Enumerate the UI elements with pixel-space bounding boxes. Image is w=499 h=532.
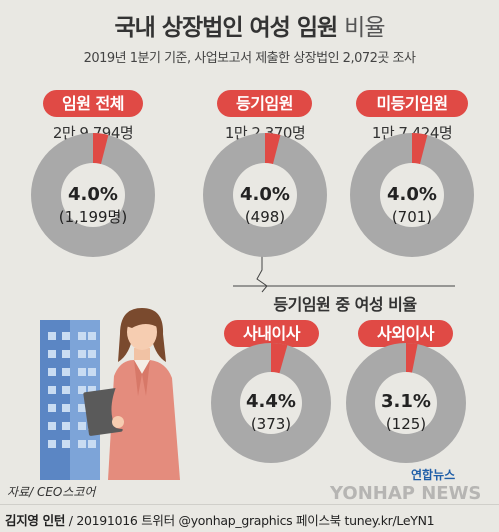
title-main: 국내 상장법인 여성 임원	[114, 15, 339, 41]
percent-inside: 4.4%	[246, 391, 296, 412]
badge-registered-executives: 등기임원	[217, 90, 312, 117]
watermark: YONHAP NEWS	[330, 483, 482, 504]
businesswoman-icon	[83, 308, 180, 480]
count-unregistered: (701)	[391, 208, 433, 226]
donut-hole-outside	[375, 372, 437, 434]
author-credit: 김지영 인턴	[5, 513, 66, 528]
badge-all-executives: 임원 전체	[43, 90, 143, 117]
count-inside: (373)	[250, 415, 292, 433]
center-label-all: 4.0% (1,199명)	[40, 184, 146, 228]
badge-inside-directors: 사내이사	[224, 320, 319, 347]
title-light: 비율	[344, 15, 385, 41]
badge-outside-directors: 사외이사	[358, 320, 453, 347]
center-label-registered: 4.0% (498)	[212, 184, 318, 228]
percent-outside: 3.1%	[381, 391, 431, 412]
percent-registered: 4.0%	[240, 184, 290, 205]
section-title: 등기임원 중 여성 비율	[273, 295, 417, 314]
yonhap-logo: 연합뉴스	[411, 468, 456, 482]
page-title: 국내 상장법인 여성 임원 비율	[0, 8, 499, 42]
count-all: (1,199명)	[58, 208, 128, 226]
source-note: 자료/ CEO스코어	[7, 485, 96, 499]
donut-hole-registered	[233, 163, 297, 227]
count-outside: (125)	[385, 415, 427, 433]
donut-hole-inside	[240, 372, 302, 434]
footer-bar	[0, 504, 499, 532]
donut-hole-unregistered	[380, 163, 444, 227]
center-label-unregistered: 4.0% (701)	[359, 184, 465, 228]
credit-text: / 20191016 트위터 @yonhap_graphics 페이스북 tun…	[65, 513, 435, 528]
donut-hole-all	[61, 163, 125, 227]
connector-line	[256, 255, 268, 293]
center-label-inside: 4.4% (373)	[218, 391, 324, 435]
footer-credit: 김지영 인턴 / 20191016 트위터 @yonhap_graphics 페…	[5, 510, 435, 529]
badge-unregistered-executives: 미등기임원	[356, 90, 468, 117]
page-subtitle: 2019년 1분기 기준, 사업보고서 제출한 상장법인 2,072곳 조사	[83, 51, 416, 66]
percent-all: 4.0%	[68, 184, 118, 205]
count-registered: (498)	[244, 208, 286, 226]
illustration-woman-building	[40, 308, 180, 480]
center-label-outside: 3.1% (125)	[353, 391, 459, 435]
percent-unregistered: 4.0%	[387, 184, 437, 205]
